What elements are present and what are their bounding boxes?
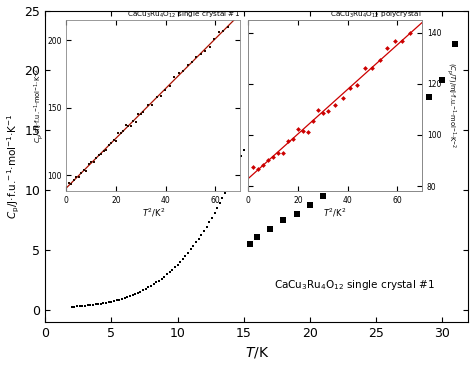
Point	[76, 303, 83, 309]
Point	[385, 137, 393, 143]
Point	[221, 190, 229, 195]
Point	[158, 276, 165, 281]
Point	[192, 239, 200, 245]
Point	[451, 41, 459, 47]
Point	[399, 123, 406, 128]
Point	[79, 303, 86, 309]
Point	[161, 274, 168, 280]
Point	[126, 293, 134, 299]
Point	[179, 256, 187, 262]
Point	[227, 178, 234, 184]
Point	[200, 228, 208, 234]
Point	[229, 172, 237, 178]
Point	[224, 184, 232, 190]
Point	[266, 226, 274, 232]
Point	[68, 304, 75, 310]
Point	[173, 262, 181, 268]
Point	[208, 215, 216, 221]
Point	[105, 299, 112, 305]
Point	[280, 217, 287, 223]
Point	[86, 302, 94, 308]
Point	[372, 148, 380, 154]
Point	[293, 211, 301, 217]
Point	[145, 284, 152, 290]
Point	[425, 94, 433, 100]
Point	[84, 302, 91, 308]
Point	[163, 272, 171, 277]
Point	[213, 205, 221, 211]
Point	[142, 286, 150, 292]
Point	[211, 210, 219, 216]
Point	[100, 300, 107, 306]
Point	[184, 250, 192, 255]
Point	[97, 300, 105, 306]
Point	[319, 193, 327, 199]
Point	[216, 200, 224, 206]
Point	[113, 297, 120, 303]
Y-axis label: $(C_{\rm p}/T)$/mJ·f.u.$^{-1}$·mol$^{-1}$·K$^{-2}$: $(C_{\rm p}/T)$/mJ·f.u.$^{-1}$·mol$^{-1}…	[444, 63, 458, 149]
Text: CaCu$_3$Ru$_4$O$_{12}$ single crystal #1: CaCu$_3$Ru$_4$O$_{12}$ single crystal #1	[274, 278, 435, 292]
Point	[412, 109, 419, 115]
X-axis label: $T$/K: $T$/K	[245, 346, 269, 361]
Point	[73, 303, 81, 309]
Point	[235, 160, 242, 166]
Point	[134, 290, 142, 296]
Point	[139, 287, 147, 293]
Point	[166, 269, 173, 275]
Point	[219, 195, 226, 201]
Point	[332, 184, 340, 190]
Point	[150, 281, 157, 287]
Point	[137, 289, 144, 295]
Point	[94, 301, 102, 307]
Point	[306, 202, 313, 208]
Point	[129, 292, 137, 298]
Point	[147, 283, 155, 289]
Point	[246, 241, 254, 247]
Point	[118, 296, 126, 302]
Point	[171, 264, 179, 270]
Y-axis label: $C_{\rm p}$/J·f.u.$^{-1}$·mol$^{-1}$·K$^{-1}$: $C_{\rm p}$/J·f.u.$^{-1}$·mol$^{-1}$·K$^…	[6, 113, 22, 219]
Point	[182, 253, 189, 259]
Point	[359, 161, 366, 167]
Point	[153, 280, 160, 285]
Point	[187, 246, 194, 252]
Point	[205, 219, 213, 225]
Point	[123, 294, 131, 300]
Point	[81, 303, 89, 309]
Point	[71, 304, 78, 310]
Point	[438, 77, 446, 83]
Point	[121, 295, 128, 301]
Point	[110, 298, 118, 304]
Point	[92, 301, 100, 307]
Point	[89, 302, 97, 307]
Point	[116, 296, 123, 302]
Point	[237, 153, 245, 159]
Point	[190, 243, 197, 249]
Point	[198, 232, 205, 238]
Point	[232, 166, 239, 172]
Point	[176, 259, 184, 265]
Point	[240, 147, 247, 153]
Point	[131, 291, 139, 297]
Point	[346, 173, 353, 179]
Point	[203, 224, 210, 229]
Point	[108, 299, 115, 305]
Point	[253, 234, 261, 240]
Point	[168, 267, 176, 273]
Point	[195, 236, 202, 242]
Point	[155, 278, 163, 284]
Point	[102, 300, 110, 306]
